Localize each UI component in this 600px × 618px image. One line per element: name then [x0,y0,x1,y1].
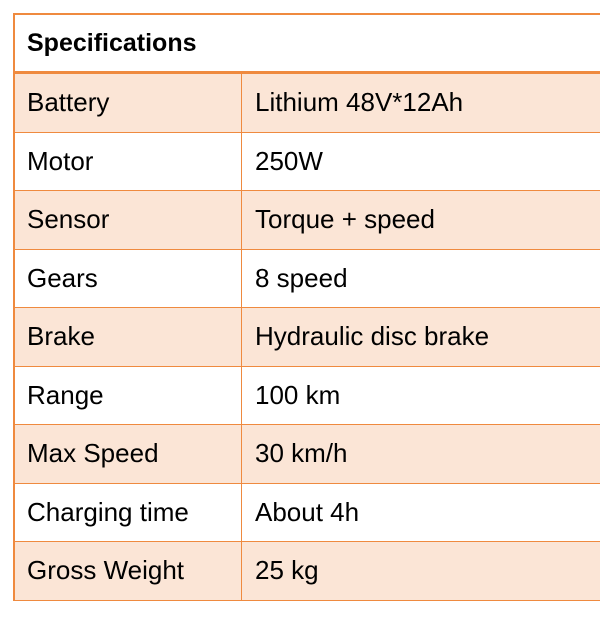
spec-label: Motor [15,132,242,190]
spec-value: 30 km/h [255,438,348,469]
spec-label: Gross Weight [15,542,242,600]
spec-value: Torque + speed [255,204,435,235]
spec-label: Charging time [15,483,242,541]
spec-label: Gears [15,249,242,307]
spec-value: Lithium 48V*12Ah [255,87,464,118]
spec-value: About 4h [255,496,360,527]
table-title: Specifications [15,15,600,74]
spec-label: Battery [15,74,242,132]
table-row: Motor 250W [15,132,600,191]
spec-label: Range [15,366,242,424]
spec-value: 25 kg [255,555,319,586]
spec-label: Brake [15,308,242,366]
spec-value: 250W [255,145,323,176]
spec-label: Sensor [15,191,242,249]
table-row: Brake Hydraulic disc brake [15,308,600,367]
spec-value: Hydraulic disc brake [255,321,490,352]
table-row: Range 100 km [15,366,600,425]
spec-value: 8 speed [255,262,348,293]
specifications-table: Specifications Battery Lithium 48V*12Ah Mo… [13,13,600,601]
spec-label: Max Speed [15,425,242,483]
table-row: Battery Lithium 48V*12Ah [15,74,600,133]
spec-value: 100 km [255,379,341,410]
table-row: Charging time About 4h [15,483,600,542]
table-row: Sensor Torque + speed [15,191,600,250]
table-row: Gears 8 speed [15,249,600,308]
table-row: Max Speed 30 km/h [15,425,600,484]
table-row: Gross Weight 25 kg [15,542,600,601]
